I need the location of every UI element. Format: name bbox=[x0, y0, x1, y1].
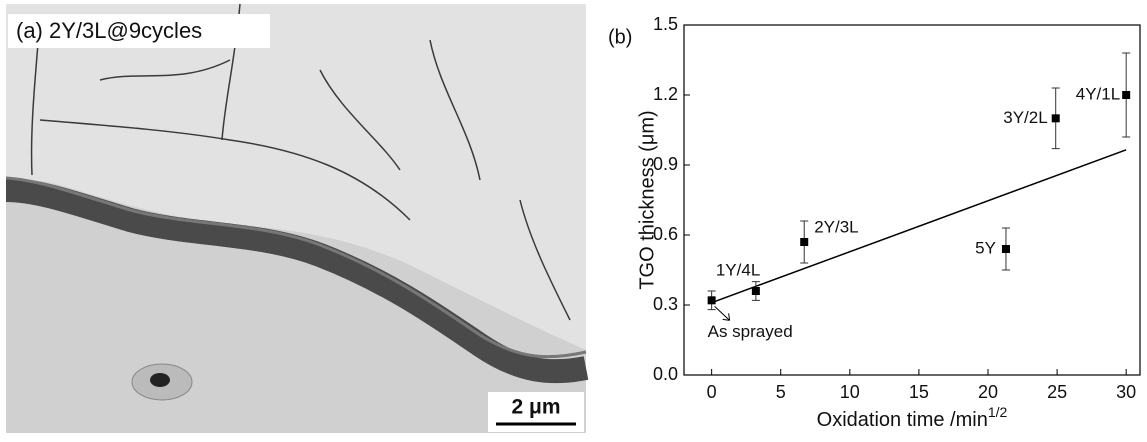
label-arrow bbox=[714, 305, 731, 321]
pore bbox=[150, 373, 170, 387]
y-tick-label: 0.9 bbox=[653, 154, 678, 174]
point bbox=[707, 296, 716, 305]
y-tick-label: 0.0 bbox=[653, 364, 678, 384]
point-label: As sprayed bbox=[708, 322, 793, 341]
micrograph: (a) 2Y/3L@9cycles 2 μm bbox=[5, 3, 589, 433]
x-tick-label: 5 bbox=[776, 382, 786, 402]
x-tick-label: 0 bbox=[707, 382, 717, 402]
label-box bbox=[8, 14, 270, 48]
cracks bbox=[30, 3, 571, 321]
coating-region bbox=[6, 4, 586, 350]
panel-label: (b) bbox=[608, 26, 632, 48]
y-tick-label: 1.2 bbox=[653, 84, 678, 104]
point bbox=[751, 287, 760, 295]
y-axis-label: TGO thickness (μm) bbox=[636, 110, 658, 289]
point-label: 5Y bbox=[975, 238, 996, 257]
x-axis-label: Oxidation time /min1/2 bbox=[817, 404, 1008, 432]
point-label: 3Y/2L bbox=[1003, 108, 1047, 127]
x-tick-label: 15 bbox=[909, 382, 929, 402]
y-tick-label: 1.5 bbox=[653, 14, 678, 34]
x-axis-label-superscript: 1/2 bbox=[988, 404, 1008, 420]
point bbox=[800, 238, 809, 246]
point-label: 4Y/1L bbox=[1076, 84, 1120, 103]
point-label: 1Y/4L bbox=[716, 260, 760, 279]
point bbox=[1051, 114, 1060, 123]
plot-frame bbox=[683, 24, 1141, 376]
x-tick-label: 30 bbox=[1116, 382, 1136, 402]
y-tick-label: 0.6 bbox=[653, 224, 678, 244]
point bbox=[1001, 245, 1010, 253]
point-label: 2Y/3L bbox=[814, 217, 858, 236]
scale-bar-label: 2 μm bbox=[511, 396, 560, 419]
tgo-layer bbox=[5, 178, 589, 384]
x-axis-label-text: Oxidation time /min bbox=[817, 409, 988, 431]
x-tick-label: 20 bbox=[978, 382, 998, 402]
micrograph-label: (a) 2Y/3L@9cycles bbox=[16, 18, 202, 43]
interface bbox=[5, 176, 587, 359]
x-tick-label: 10 bbox=[840, 382, 860, 402]
x-tick-label: 25 bbox=[1047, 382, 1067, 402]
point bbox=[1122, 91, 1131, 99]
y-tick-label: 0.3 bbox=[653, 294, 678, 314]
fit-line bbox=[711, 149, 1127, 304]
